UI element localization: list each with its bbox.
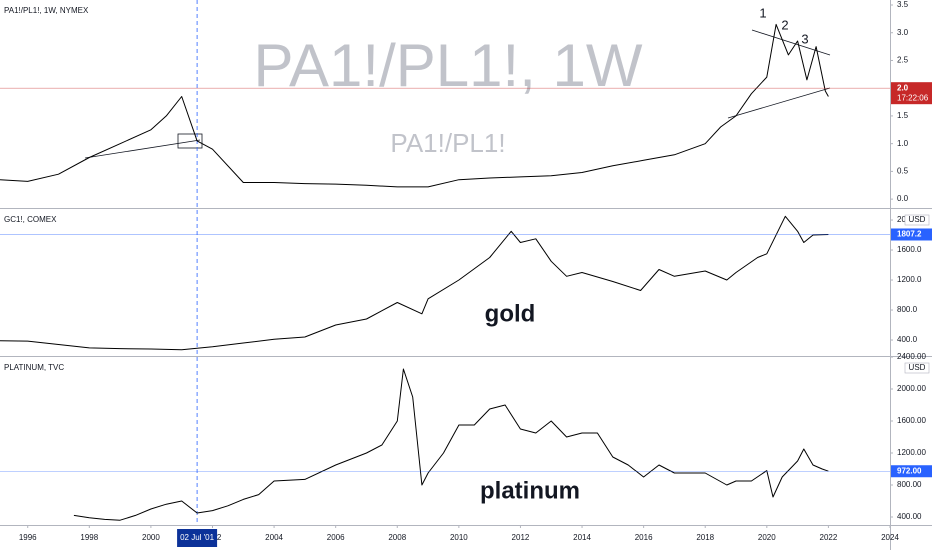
box-drawing — [177, 133, 203, 149]
annotation: platinum — [480, 477, 580, 504]
y-tick-label: 2000.00 — [897, 384, 926, 393]
crosshair-label-box — [177, 529, 218, 547]
panel-title: PLATINUM, TVC — [4, 363, 64, 372]
last-price-box — [891, 228, 932, 241]
unit-label: USD — [909, 215, 926, 224]
unit-box — [904, 362, 930, 374]
y-tick-label: 400.0 — [897, 335, 918, 344]
y-tick-label: 3.5 — [897, 0, 909, 9]
last-price-label: 972.00 — [897, 466, 922, 475]
last-price-box — [891, 82, 932, 105]
y-tick-label: 1600.0 — [897, 245, 922, 254]
y-tick-label: 1.0 — [897, 139, 909, 148]
annotation: 2 — [781, 17, 788, 32]
unit-label: USD — [909, 363, 926, 372]
y-tick-label: 1200.0 — [897, 275, 922, 284]
panel-title: PA1!/PL1!, 1W, NYMEX — [4, 6, 89, 15]
y-tick-label: 1200.00 — [897, 448, 926, 457]
y-tick-label: 400.00 — [897, 512, 922, 521]
x-tick-label: 2016 — [635, 533, 653, 542]
y-tick-label: 800.0 — [897, 305, 918, 314]
last-price-label: 2.0 — [897, 83, 909, 92]
y-tick-label: 2400.00 — [897, 352, 926, 361]
trend-line — [727, 87, 831, 119]
y-tick-label: 1.5 — [897, 111, 909, 120]
watermark-sub: PA1!/PL1! — [390, 128, 505, 158]
x-tick-label: 2008 — [388, 533, 406, 542]
price-line — [0, 23, 829, 188]
x-tick-label: 2014 — [573, 533, 591, 542]
price-line — [0, 215, 829, 351]
x-tick-label: 2006 — [327, 533, 345, 542]
countdown: 17:22:06 — [897, 93, 929, 102]
y-tick-label: 3.0 — [897, 28, 909, 37]
x-tick-label: 2022 — [820, 533, 838, 542]
y-tick-label: 800.00 — [897, 480, 922, 489]
x-tick-label: 2010 — [450, 533, 468, 542]
x-tick-label: 2004 — [265, 533, 283, 542]
panel-title: GC1!, COMEX — [4, 215, 57, 224]
annotation: gold — [485, 300, 536, 327]
x-tick-label: 2012 — [512, 533, 530, 542]
price-line — [73, 368, 829, 521]
x-tick-label: 2024 — [881, 533, 899, 542]
y-tick-label: 0.5 — [897, 167, 909, 176]
x-tick-label: 1996 — [19, 533, 37, 542]
watermark: PA1!/PL1!, 1W — [253, 32, 642, 99]
annotation: 1 — [759, 5, 766, 20]
last-price-box — [891, 465, 932, 478]
x-tick-label: 2018 — [696, 533, 714, 542]
last-price-label: 1807.2 — [897, 230, 922, 239]
annotation: 3 — [801, 31, 808, 46]
y-tick-label: 1600.00 — [897, 416, 926, 425]
x-tick-label: 2020 — [758, 533, 776, 542]
trend-line — [84, 139, 201, 159]
y-tick-label: 0.0 — [897, 194, 909, 203]
y-tick-label: 2.5 — [897, 56, 909, 65]
unit-box — [904, 214, 930, 226]
crosshair-label: 02 Jul '01 — [180, 533, 215, 542]
x-tick-label: 2000 — [142, 533, 160, 542]
x-tick-label: 1998 — [80, 533, 98, 542]
